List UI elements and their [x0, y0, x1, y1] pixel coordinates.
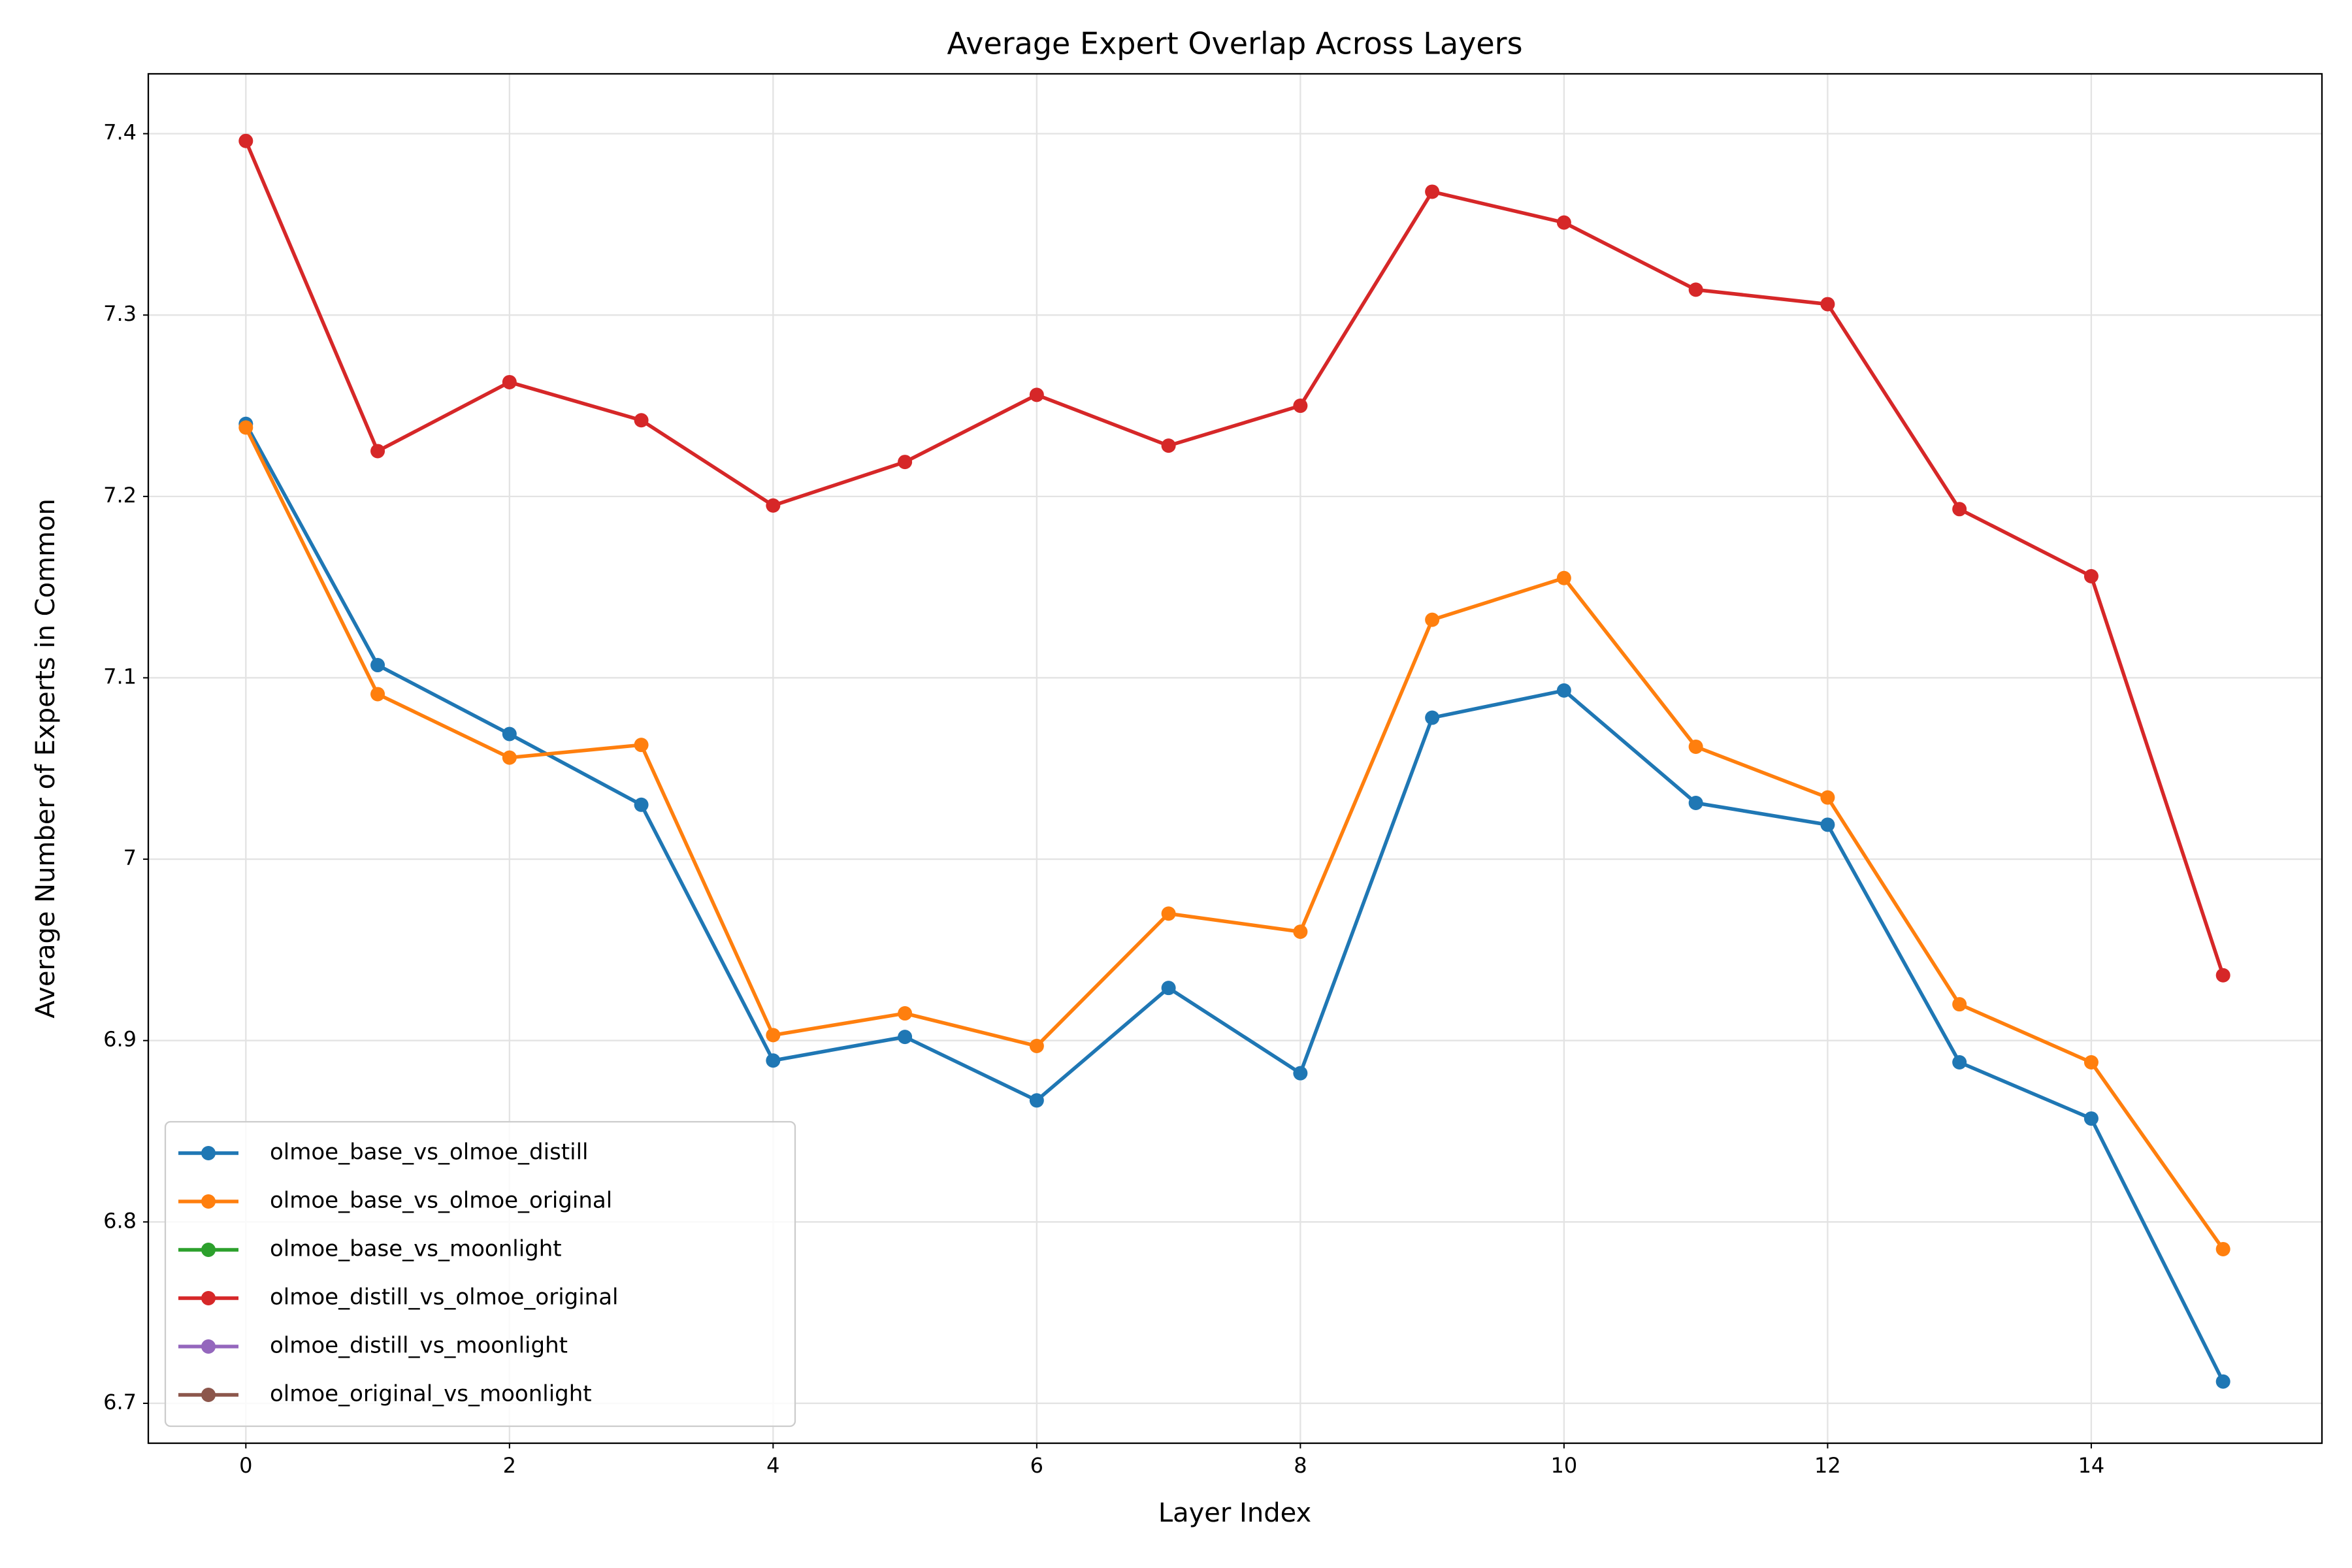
data-point: [2083, 568, 2099, 583]
data-point: [1820, 790, 1835, 805]
data-point: [634, 797, 649, 812]
legend-label: olmoe_distill_vs_olmoe_original: [270, 1284, 619, 1311]
legend-box: [164, 1120, 796, 1428]
data-point: [502, 374, 517, 389]
legend-label: olmoe_base_vs_olmoe_distill: [270, 1139, 588, 1166]
data-point: [1029, 1093, 1044, 1108]
data-point: [1556, 570, 1571, 585]
data-point: [1293, 924, 1308, 939]
legend-marker: [201, 1388, 216, 1402]
data-point: [766, 1028, 781, 1043]
legend-label: olmoe_original_vs_moonlight: [270, 1381, 592, 1407]
data-point: [1161, 981, 1176, 996]
data-point: [898, 455, 913, 470]
data-point: [2215, 968, 2230, 983]
data-point: [2215, 1374, 2230, 1389]
data-point: [766, 498, 781, 513]
data-point: [2083, 1111, 2099, 1126]
data-point: [370, 658, 385, 673]
data-point: [2215, 1241, 2230, 1256]
x-tick-label: 6: [1030, 1453, 1043, 1478]
data-point: [1556, 215, 1571, 230]
legend-marker: [201, 1194, 216, 1209]
y-tick-label: 7: [123, 845, 137, 870]
data-point: [1161, 438, 1176, 453]
data-point: [1688, 739, 1703, 754]
data-point: [1425, 612, 1440, 627]
legend-marker: [201, 1291, 216, 1305]
data-point: [634, 738, 649, 753]
data-point: [1425, 710, 1440, 725]
data-point: [766, 1053, 781, 1068]
data-point: [1820, 817, 1835, 832]
data-point: [898, 1030, 913, 1045]
data-point: [1161, 906, 1176, 921]
legend-marker: [201, 1243, 216, 1257]
data-point: [1688, 282, 1703, 297]
y-tick-label: 7.3: [103, 301, 137, 326]
data-point: [1293, 1066, 1308, 1081]
x-axis-label: Layer Index: [1158, 1498, 1311, 1528]
data-point: [1029, 1039, 1044, 1054]
y-tick-label: 6.9: [103, 1027, 137, 1052]
data-point: [1952, 1055, 1967, 1070]
data-point: [1952, 997, 1967, 1012]
chart-title: Average Expert Overlap Across Layers: [947, 26, 1522, 61]
x-tick-label: 14: [2078, 1453, 2105, 1478]
y-tick-label: 7.4: [103, 120, 137, 145]
legend-label: olmoe_base_vs_moonlight: [270, 1236, 562, 1262]
data-point: [1293, 399, 1308, 414]
legend-label: olmoe_base_vs_olmoe_original: [270, 1188, 612, 1214]
data-point: [502, 727, 517, 742]
x-tick-label: 0: [239, 1453, 252, 1478]
data-point: [1425, 184, 1440, 199]
data-point: [238, 133, 253, 148]
data-point: [634, 413, 649, 428]
data-point: [370, 687, 385, 702]
plot-frame: [147, 73, 2323, 1445]
x-tick-label: 4: [766, 1453, 779, 1478]
data-point: [898, 1006, 913, 1021]
y-axis-label: Average Number of Experts in Common: [31, 498, 61, 1019]
data-point: [2083, 1055, 2099, 1070]
y-tick-label: 7.2: [103, 483, 137, 508]
data-point: [238, 420, 253, 435]
y-tick-label: 6.8: [103, 1208, 137, 1233]
legend-marker: [201, 1146, 216, 1160]
data-point: [1688, 796, 1703, 811]
data-point: [370, 444, 385, 459]
y-tick-label: 7.1: [103, 664, 137, 689]
data-point: [1029, 387, 1044, 402]
x-tick-label: 12: [1814, 1453, 1841, 1478]
x-tick-label: 10: [1551, 1453, 1578, 1478]
data-point: [1820, 297, 1835, 312]
series-line: [244, 140, 2225, 976]
legend-label: olmoe_distill_vs_moonlight: [270, 1333, 568, 1359]
y-tick-label: 6.7: [103, 1390, 137, 1414]
series-line: [244, 423, 2225, 1382]
x-tick-label: 8: [1294, 1453, 1307, 1478]
series-line: [244, 427, 2225, 1250]
x-tick-label: 2: [503, 1453, 516, 1478]
legend-marker: [201, 1339, 216, 1354]
data-point: [1556, 683, 1571, 698]
data-point: [502, 750, 517, 765]
data-point: [1952, 502, 1967, 517]
